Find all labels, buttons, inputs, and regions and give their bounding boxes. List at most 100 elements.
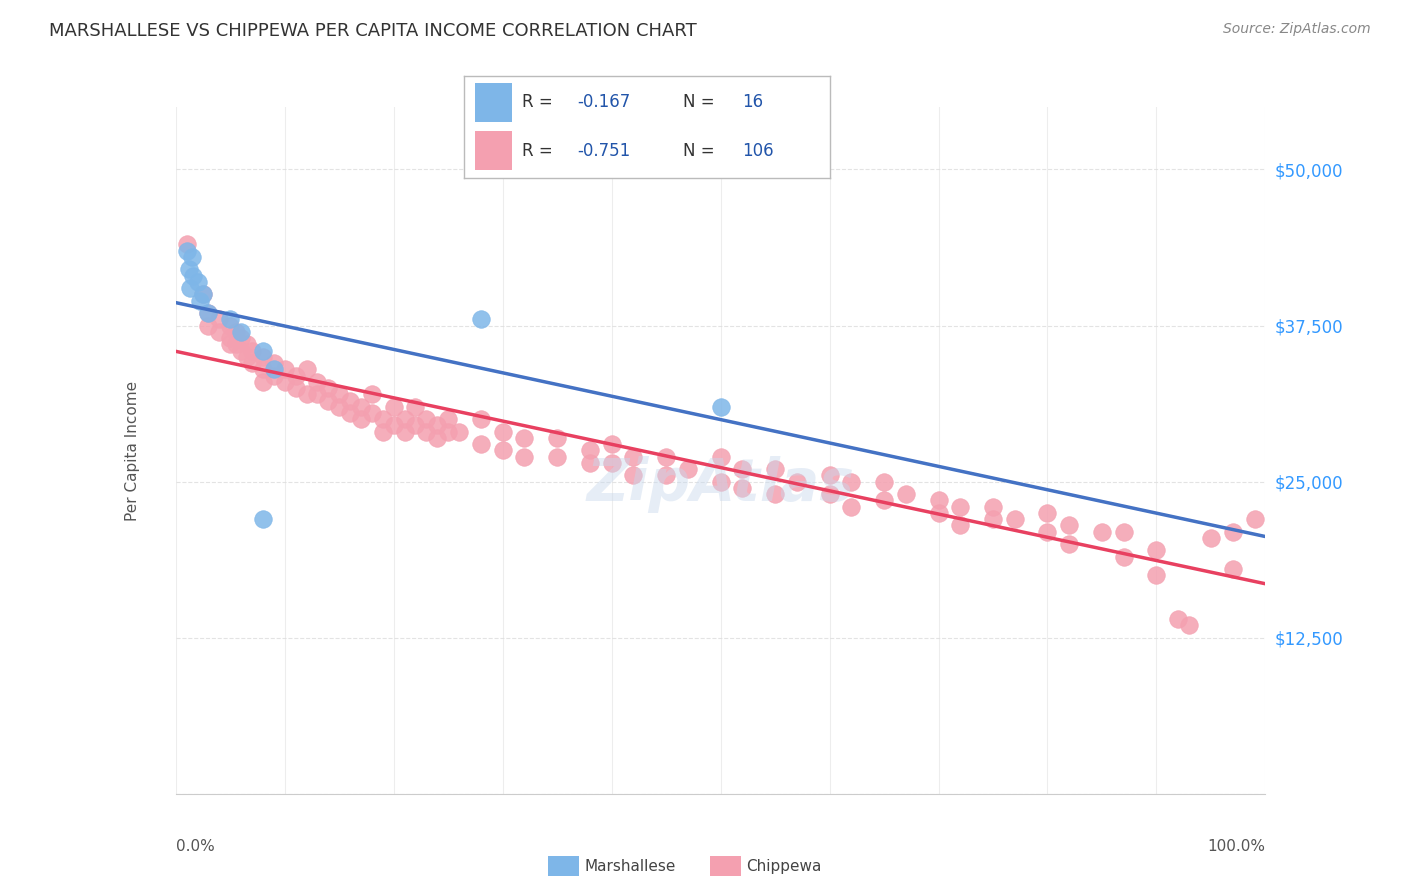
Point [1243,512,1265,526]
Point [295,362,318,376]
Point [513,450,536,464]
Point [818,487,841,501]
Point [350,412,373,426]
Point [513,431,536,445]
Point [191,287,214,301]
Point [1144,543,1167,558]
Point [710,450,733,464]
Point [731,481,754,495]
Point [284,381,307,395]
Point [841,475,863,489]
Point [600,437,623,451]
Point [1004,512,1026,526]
Point [426,431,449,445]
Point [1112,524,1135,539]
Point [415,412,437,426]
Point [492,443,515,458]
Point [546,431,568,445]
Point [841,500,863,514]
Point [579,443,602,458]
Point [235,337,257,351]
Point [274,375,297,389]
Point [186,275,209,289]
Point [415,425,437,439]
Point [360,387,382,401]
Point [284,368,307,383]
Point [219,312,242,326]
Point [263,368,285,383]
Point [731,462,754,476]
Point [371,412,394,426]
Point [763,462,786,476]
Point [447,425,470,439]
Point [318,381,340,395]
Point [676,462,699,476]
Text: Marshallese: Marshallese [585,859,676,873]
Point [208,312,231,326]
Text: ZipAtlas: ZipAtlas [586,457,855,513]
Point [252,343,274,358]
Point [621,468,644,483]
Text: N =: N = [683,142,714,160]
Point [928,506,950,520]
Point [219,318,242,333]
Point [252,375,274,389]
Text: 0.0%: 0.0% [176,838,215,854]
Point [307,387,329,401]
Point [177,262,200,277]
Point [981,500,1004,514]
Point [818,468,841,483]
Point [235,350,257,364]
Point [1167,612,1189,626]
Text: Chippewa: Chippewa [747,859,823,873]
Point [655,450,678,464]
Bar [475,83,512,122]
Text: 106: 106 [742,142,773,160]
Point [231,331,253,345]
Point [655,468,678,483]
Point [949,500,972,514]
Point [710,475,733,489]
Point [470,312,492,326]
Point [426,418,449,433]
Point [405,400,427,414]
Point [1178,618,1201,632]
Point [197,306,219,320]
Point [763,487,786,501]
Point [1199,531,1222,545]
Point [225,325,247,339]
Point [318,393,340,408]
Point [328,387,350,401]
Point [252,350,274,364]
Point [252,362,274,376]
Point [295,387,318,401]
Point [240,343,263,358]
Point [1144,568,1167,582]
Text: N =: N = [683,94,714,112]
Text: -0.751: -0.751 [578,142,630,160]
Point [1057,537,1080,551]
Point [339,406,361,420]
Point [350,400,373,414]
Point [546,450,568,464]
Point [394,425,416,439]
Point [339,393,361,408]
Point [191,287,214,301]
Point [231,343,253,358]
Point [176,244,198,258]
Point [328,400,350,414]
Point [1222,562,1244,576]
Bar [475,131,512,170]
Point [873,475,896,489]
Point [1036,506,1059,520]
Point [786,475,808,489]
Point [1036,524,1059,539]
Text: R =: R = [523,94,558,112]
Point [928,493,950,508]
Point [240,356,263,370]
Point [307,375,329,389]
Text: Source: ZipAtlas.com: Source: ZipAtlas.com [1223,22,1371,37]
Point [492,425,515,439]
Point [219,337,242,351]
Point [360,406,382,420]
